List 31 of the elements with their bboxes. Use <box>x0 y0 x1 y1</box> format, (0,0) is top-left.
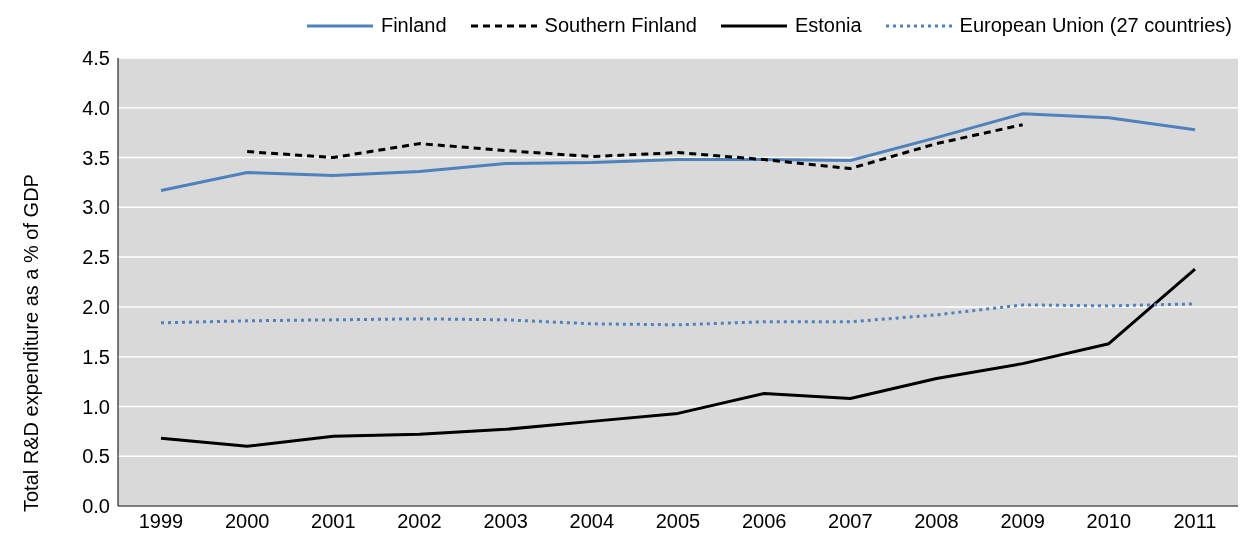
line-series <box>159 112 1197 192</box>
y-tick-label: 3.5 <box>82 146 110 169</box>
x-tick-label: 2005 <box>655 510 701 533</box>
y-tick-label: 4.0 <box>82 96 110 119</box>
y-axis-title: Total R&D expenditure as a % of GDP <box>20 174 43 512</box>
x-tick-label: 2000 <box>224 510 270 533</box>
x-tick-label: 2010 <box>1086 510 1132 533</box>
x-tick-label: 2011 <box>1173 510 1217 533</box>
y-tick-label: 2.5 <box>82 246 110 269</box>
x-tick-label: 1999 <box>138 510 184 533</box>
y-tick-label: 3.0 <box>82 196 110 219</box>
y-tick-label: 0.0 <box>82 495 110 518</box>
y-tick-label: 1.0 <box>82 395 110 418</box>
x-tick-label: 2006 <box>741 510 787 533</box>
x-tick-label: 2004 <box>569 510 615 533</box>
x-tick-label: 2008 <box>914 510 959 533</box>
x-tick-label: 2009 <box>1000 510 1045 533</box>
legend-label: European Union (27 countries) <box>959 14 1232 37</box>
x-tick-label: 2007 <box>828 510 873 533</box>
legend-label: Southern Finland <box>544 14 697 37</box>
y-tick-label: 0.5 <box>82 445 110 468</box>
legend-label: Finland <box>380 14 447 37</box>
y-tick-label: 4.5 <box>82 47 110 70</box>
line-series <box>159 267 1197 448</box>
y-tick-label: 1.5 <box>82 345 110 368</box>
line-series <box>245 123 1025 171</box>
x-tick-label: 2003 <box>483 510 528 533</box>
x-tick-label: 2002 <box>397 510 442 533</box>
legend-label: Estonia <box>794 14 862 37</box>
y-tick-label: 2.0 <box>82 295 110 318</box>
x-tick-label: 2001 <box>311 510 356 533</box>
